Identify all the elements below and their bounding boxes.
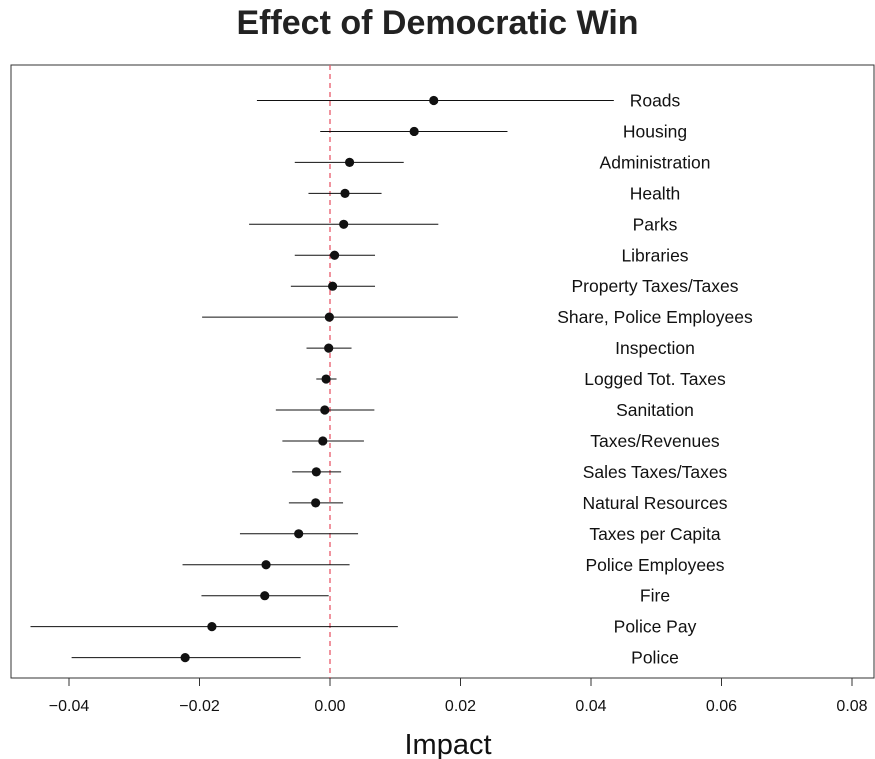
estimate-row: Taxes per Capita (239, 524, 721, 544)
estimate-point (324, 343, 334, 353)
estimate-point (320, 405, 330, 415)
row-label: Health (630, 183, 681, 203)
chart-title: Effect of Democratic Win (236, 4, 639, 42)
estimate-point (328, 281, 338, 291)
estimate-row: Administration (294, 152, 711, 172)
estimate-row: Taxes/Revenues (282, 431, 720, 451)
estimate-point (339, 219, 349, 229)
row-label: Police (631, 648, 679, 668)
estimate-point (321, 374, 331, 384)
row-label: Taxes/Revenues (590, 431, 720, 451)
row-label: Housing (623, 121, 687, 141)
row-label: Police Employees (585, 555, 724, 575)
x-tick-label: 0.00 (314, 698, 345, 715)
estimate-row: Libraries (294, 245, 689, 265)
x-tick-label: 0.02 (445, 698, 476, 715)
estimate-point (429, 95, 439, 106)
estimate-point (294, 529, 304, 539)
estimate-row: Police Employees (182, 555, 725, 575)
x-tick-label: 0.04 (575, 698, 606, 715)
estimate-point (260, 591, 270, 601)
x-tick-label: −0.04 (49, 698, 90, 715)
estimate-row: Housing (320, 121, 687, 141)
row-label: Fire (640, 586, 670, 606)
estimate-point (344, 157, 355, 167)
estimate-point (324, 312, 334, 322)
x-tick-label: 0.06 (706, 698, 737, 715)
row-label: Sanitation (616, 400, 694, 420)
plot-frame (10, 64, 875, 679)
estimate-row: Logged Tot. Taxes (316, 369, 726, 389)
estimate-row: Sales Taxes/Taxes (292, 462, 728, 482)
row-label: Parks (633, 214, 678, 234)
x-tick-label: −0.02 (179, 698, 220, 715)
estimate-row: Roads (256, 91, 681, 111)
row-label: Property Taxes/Taxes (572, 276, 739, 296)
row-label: Inspection (615, 338, 695, 358)
estimate-row: Fire (201, 586, 670, 606)
estimate-point (329, 250, 340, 260)
x-axis: −0.04 −0.02 0.00 0.02 0.04 0.06 0.08 (49, 678, 868, 715)
row-label: Roads (630, 91, 681, 111)
estimate-point (409, 126, 419, 137)
estimate-row: Natural Resources (288, 493, 728, 513)
row-label: Police Pay (614, 617, 697, 637)
row-label: Logged Tot. Taxes (584, 369, 726, 389)
x-tick-label: 0.08 (836, 698, 867, 715)
estimate-row: Property Taxes/Taxes (290, 276, 739, 296)
estimate-row: Police (71, 648, 679, 668)
estimate-point (311, 467, 321, 477)
estimate-point (311, 498, 321, 508)
estimate-row: Health (308, 183, 680, 203)
row-label: Sales Taxes/Taxes (583, 462, 728, 482)
row-label: Natural Resources (583, 493, 728, 513)
row-label: Administration (600, 152, 711, 172)
estimate-row: Parks (249, 214, 678, 234)
estimate-point (207, 622, 217, 632)
row-label: Libraries (621, 245, 688, 265)
estimate-point (340, 188, 350, 198)
estimate-row: Share, Police Employees (202, 307, 753, 327)
estimate-point (180, 653, 190, 663)
estimate-row: Police Pay (30, 617, 697, 637)
estimate-point (261, 560, 271, 570)
estimate-row: Inspection (306, 338, 695, 358)
rows-layer: Roads Housing Administration Health Parks Lib… (30, 91, 753, 668)
estimate-row: Sanitation (275, 400, 694, 420)
row-label: Taxes per Capita (589, 524, 721, 544)
estimate-point (318, 436, 328, 446)
row-label: Share, Police Employees (557, 307, 753, 327)
x-axis-label: Impact (404, 729, 491, 759)
